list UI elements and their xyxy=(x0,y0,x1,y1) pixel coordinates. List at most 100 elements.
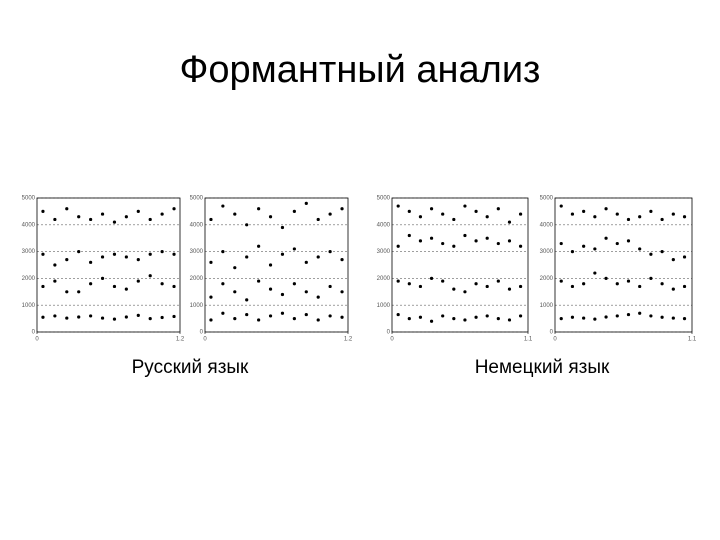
point xyxy=(245,298,249,302)
point xyxy=(429,236,434,240)
point xyxy=(660,250,664,254)
y-tick-label: 0 xyxy=(550,330,554,336)
point xyxy=(77,250,81,254)
point xyxy=(441,241,445,246)
point xyxy=(671,287,675,291)
y-tick-label: 5000 xyxy=(190,196,204,202)
point xyxy=(100,255,105,259)
point xyxy=(280,252,285,256)
point xyxy=(221,282,225,286)
point xyxy=(429,319,434,323)
point xyxy=(441,314,445,318)
point xyxy=(474,315,478,319)
point xyxy=(65,207,69,211)
point xyxy=(660,282,664,286)
point xyxy=(407,233,411,238)
point xyxy=(340,207,344,211)
point xyxy=(682,215,687,219)
point xyxy=(626,312,631,317)
y-tick-label: 0 xyxy=(32,330,36,336)
point xyxy=(660,217,664,222)
point xyxy=(396,204,400,208)
point xyxy=(570,250,575,254)
point xyxy=(463,233,467,238)
y-tick-label: 3000 xyxy=(540,249,554,255)
point xyxy=(593,215,597,219)
point xyxy=(160,250,164,254)
plot-frame xyxy=(391,197,529,333)
point xyxy=(604,276,608,280)
point xyxy=(463,290,467,294)
point xyxy=(65,258,69,262)
x-tick-label: 1.1 xyxy=(524,337,533,343)
point xyxy=(507,220,512,224)
y-tick-label: 0 xyxy=(387,330,391,336)
point xyxy=(292,282,296,286)
point xyxy=(257,279,261,283)
point xyxy=(570,315,575,319)
y-tick-label: 3000 xyxy=(22,249,36,255)
point xyxy=(209,318,213,322)
y-tick-label: 0 xyxy=(200,330,204,336)
point xyxy=(257,244,261,248)
point xyxy=(160,212,164,216)
y-tick-label: 4000 xyxy=(377,222,391,228)
point xyxy=(160,282,164,286)
point xyxy=(304,290,308,294)
point xyxy=(429,207,434,211)
point xyxy=(304,201,308,205)
point xyxy=(53,217,57,222)
point xyxy=(100,316,105,320)
y-tick-label: 4000 xyxy=(22,222,36,228)
point xyxy=(626,217,631,222)
point xyxy=(518,244,523,248)
point xyxy=(160,315,164,320)
point xyxy=(626,239,631,243)
y-tick-label: 1000 xyxy=(377,303,391,309)
point xyxy=(304,312,308,317)
y-tick-label: 1000 xyxy=(540,303,554,309)
y-tick-label: 5000 xyxy=(22,196,36,202)
point xyxy=(615,314,619,318)
point xyxy=(396,244,400,248)
x-tick-label: 1.2 xyxy=(176,337,185,343)
point xyxy=(340,258,344,262)
point xyxy=(221,204,225,208)
point xyxy=(396,279,400,283)
point xyxy=(209,295,213,299)
y-tick-label: 5000 xyxy=(377,196,391,202)
point xyxy=(559,279,563,283)
point xyxy=(112,252,117,256)
point xyxy=(604,315,608,319)
point xyxy=(593,247,597,251)
point xyxy=(638,247,642,251)
point xyxy=(65,316,69,320)
y-tick-label: 2000 xyxy=(190,276,204,282)
point xyxy=(245,255,249,259)
point xyxy=(559,241,563,246)
point xyxy=(518,314,523,318)
point xyxy=(496,279,500,283)
point xyxy=(89,282,93,286)
point xyxy=(441,279,445,283)
x-tick-label: 1.2 xyxy=(344,337,353,343)
point xyxy=(268,287,273,291)
point xyxy=(638,215,642,219)
point xyxy=(559,204,563,208)
point xyxy=(660,315,664,319)
point xyxy=(221,250,225,254)
point xyxy=(77,215,81,219)
point xyxy=(559,317,563,321)
point xyxy=(77,315,81,319)
point xyxy=(615,282,619,286)
point xyxy=(100,276,105,280)
plot-frame xyxy=(204,197,349,333)
point xyxy=(41,315,45,319)
point xyxy=(268,263,273,267)
point xyxy=(316,217,320,222)
point xyxy=(328,284,332,289)
point xyxy=(100,212,105,216)
point xyxy=(136,279,140,283)
point xyxy=(429,276,434,280)
point xyxy=(407,317,411,321)
